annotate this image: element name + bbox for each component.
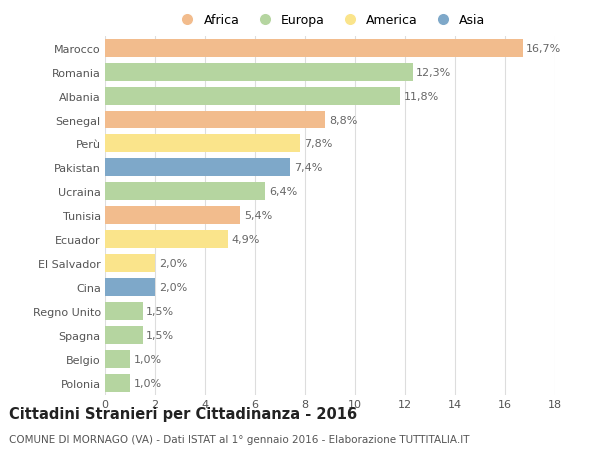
Text: 4,9%: 4,9% — [231, 235, 260, 245]
Text: Cittadini Stranieri per Cittadinanza - 2016: Cittadini Stranieri per Cittadinanza - 2… — [9, 406, 357, 421]
Text: 7,8%: 7,8% — [304, 139, 332, 149]
Text: 1,0%: 1,0% — [134, 378, 162, 388]
Bar — [105, 230, 227, 248]
Bar — [105, 326, 143, 344]
Bar — [105, 207, 240, 224]
Bar — [105, 111, 325, 129]
Bar — [105, 63, 413, 81]
Text: COMUNE DI MORNAGO (VA) - Dati ISTAT al 1° gennaio 2016 - Elaborazione TUTTITALIA: COMUNE DI MORNAGO (VA) - Dati ISTAT al 1… — [9, 434, 470, 444]
Text: 8,8%: 8,8% — [329, 115, 357, 125]
Bar — [105, 183, 265, 201]
Bar — [105, 302, 143, 320]
Bar — [105, 350, 130, 368]
Bar — [105, 278, 155, 297]
Bar — [105, 159, 290, 177]
Text: 2,0%: 2,0% — [159, 258, 187, 269]
Legend: Africa, Europa, America, Asia: Africa, Europa, America, Asia — [175, 14, 485, 27]
Bar — [105, 254, 155, 272]
Text: 6,4%: 6,4% — [269, 187, 297, 197]
Text: 11,8%: 11,8% — [404, 91, 439, 101]
Text: 1,0%: 1,0% — [134, 354, 162, 364]
Text: 1,5%: 1,5% — [146, 330, 175, 340]
Bar — [105, 39, 523, 57]
Text: 16,7%: 16,7% — [526, 44, 562, 54]
Text: 1,5%: 1,5% — [146, 306, 175, 316]
Bar — [105, 135, 300, 153]
Text: 7,4%: 7,4% — [294, 163, 322, 173]
Bar — [105, 374, 130, 392]
Text: 5,4%: 5,4% — [244, 211, 272, 221]
Bar — [105, 87, 400, 105]
Text: 12,3%: 12,3% — [416, 67, 452, 78]
Text: 2,0%: 2,0% — [159, 282, 187, 292]
